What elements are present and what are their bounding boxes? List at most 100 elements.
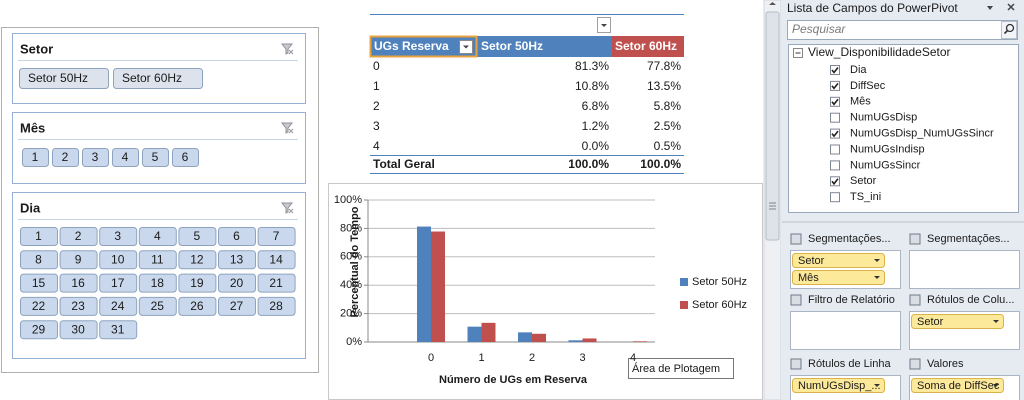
pivot-cell: 4 <box>373 139 380 153</box>
slicer-button[interactable] <box>218 273 256 293</box>
slicer-button[interactable] <box>20 273 58 293</box>
field-name[interactable]: Mês <box>850 96 871 108</box>
slicer-button[interactable] <box>218 250 256 270</box>
slicer-button[interactable] <box>218 296 256 316</box>
slicer-button[interactable] <box>138 250 177 270</box>
area-field-pill[interactable] <box>792 253 885 268</box>
slicer-button[interactable] <box>99 227 138 246</box>
slicer-title: Mês <box>20 120 45 135</box>
pivot-header-cell: Setor 60Hz <box>615 39 677 53</box>
slicer-button[interactable] <box>20 296 58 316</box>
slicer-button-label: 14 <box>269 252 283 266</box>
slicer-button-label: 9 <box>75 252 82 266</box>
search-placeholder: Pesquisar <box>792 22 846 36</box>
bar <box>481 322 496 342</box>
slicer-button[interactable] <box>257 296 296 316</box>
legend-swatch <box>680 301 688 309</box>
slicer-button[interactable] <box>257 227 296 246</box>
slicer-button[interactable] <box>19 68 109 89</box>
scroll-up-arrow[interactable] <box>769 2 776 5</box>
pivot-cell: 0.0% <box>582 139 610 153</box>
panel-menu-icon[interactable] <box>987 6 993 10</box>
clear-filter-icon[interactable] <box>280 202 294 214</box>
field-name[interactable]: TS_ini <box>850 191 881 203</box>
slicer-button[interactable] <box>99 296 138 316</box>
slicer-button[interactable] <box>257 250 296 270</box>
slicer-button[interactable] <box>138 296 177 316</box>
slicer-button[interactable] <box>22 148 49 167</box>
slicer-button[interactable] <box>178 250 217 270</box>
bar <box>417 226 431 342</box>
scrollbar-thumb[interactable] <box>765 11 780 241</box>
field-checkbox[interactable] <box>830 112 840 123</box>
area-field-pill[interactable] <box>792 378 885 393</box>
slicer-button-label: 18 <box>151 276 165 290</box>
field-name[interactable]: NumUGsSincr <box>850 159 921 171</box>
field-checkbox[interactable] <box>830 144 840 155</box>
slicer-button[interactable] <box>257 273 296 293</box>
table-name[interactable]: View_DisponibilidadeSetor <box>808 45 951 59</box>
field-name[interactable]: NumUGsIndisp <box>850 143 925 155</box>
field-name[interactable]: DiffSec <box>850 80 886 92</box>
slicer-button[interactable] <box>138 227 177 246</box>
slicer-button[interactable] <box>59 250 98 270</box>
slicer-button[interactable] <box>178 227 217 246</box>
slicer-button[interactable] <box>113 68 203 89</box>
slicer-button[interactable] <box>99 273 138 293</box>
panel-close-icon[interactable] <box>1007 3 1015 11</box>
area-drop-zone[interactable] <box>790 311 901 350</box>
slicer-button[interactable] <box>59 320 98 340</box>
search-box[interactable] <box>787 20 1018 40</box>
pivot-cell: Total Geral <box>373 157 435 171</box>
field-name[interactable]: Setor <box>850 175 877 187</box>
slicer-button[interactable] <box>218 227 256 246</box>
slicer-button[interactable] <box>142 148 169 167</box>
slicer-button[interactable] <box>112 148 139 167</box>
slicer-button-label: 19 <box>190 276 204 290</box>
area-drop-zone[interactable] <box>909 250 1020 289</box>
area-title: Segmentações... <box>927 233 1010 245</box>
slicer-button[interactable] <box>52 148 79 167</box>
area-field-pill[interactable] <box>911 378 1004 393</box>
area-field-label: Setor <box>917 316 944 328</box>
checkmark <box>831 130 839 138</box>
pill-dropdown-arrow <box>874 276 880 279</box>
slicer-button[interactable] <box>138 273 177 293</box>
area-field-pill[interactable] <box>792 270 885 285</box>
pivot-header-blue <box>370 36 612 57</box>
slicer-button[interactable] <box>99 250 138 270</box>
slicer-button[interactable] <box>20 250 58 270</box>
slicer-button[interactable] <box>59 273 98 293</box>
clear-filter-x <box>288 208 294 214</box>
area-icon <box>790 358 802 370</box>
field-name[interactable]: NumUGsDisp_NumUGsSincr <box>850 128 994 140</box>
slicer-button-label: 6 <box>233 229 240 243</box>
field-name[interactable]: Dia <box>850 64 867 76</box>
slicer-title: Dia <box>20 200 41 215</box>
slicer-button[interactable] <box>178 296 217 316</box>
pivot-header-cell: Setor 50Hz <box>481 39 543 53</box>
slicer-button[interactable] <box>20 320 58 340</box>
slicer-button-label: 13 <box>230 252 244 266</box>
pivot-cell: 0.5% <box>654 139 682 153</box>
slicer-button[interactable] <box>178 273 217 293</box>
slicer-button[interactable] <box>59 296 98 316</box>
slicer-button-label: 27 <box>230 299 244 313</box>
pill-dropdown-arrow <box>874 384 880 387</box>
field-checkbox[interactable] <box>830 192 840 203</box>
clear-filter-icon[interactable] <box>280 43 294 55</box>
slicer-button[interactable] <box>99 320 138 340</box>
slicer-button[interactable] <box>82 148 109 167</box>
slicer-button-label: 28 <box>269 299 283 313</box>
pivot-cell: 6.8% <box>582 99 610 113</box>
field-checkbox[interactable] <box>830 160 840 171</box>
clear-filter-icon[interactable] <box>280 122 294 134</box>
clear-filter-x <box>288 128 294 134</box>
field-name[interactable]: NumUGsDisp <box>850 112 917 124</box>
x-tick-label: 3 <box>579 352 585 364</box>
slicer-button[interactable] <box>20 227 58 246</box>
slicer-button[interactable] <box>59 227 98 246</box>
slicer-button[interactable] <box>172 148 199 167</box>
area-field-pill[interactable] <box>911 314 1004 329</box>
